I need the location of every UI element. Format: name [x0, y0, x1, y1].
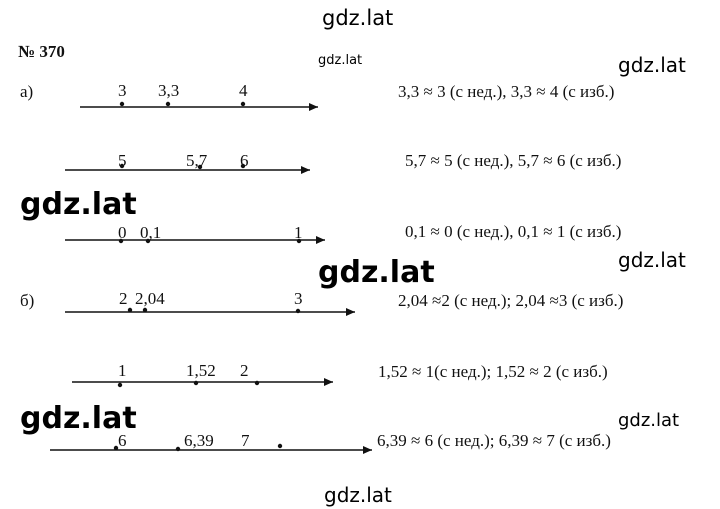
- point: [119, 163, 125, 169]
- rounding-text: 0,1 ≈ 0 (с нед.), 0,1 ≈ 1 (с изб.): [405, 222, 621, 241]
- point: [142, 307, 148, 313]
- tick-label: 5: [118, 151, 127, 170]
- tick-label: 3: [294, 289, 303, 308]
- watermark: gdz.lat: [618, 53, 686, 77]
- rounding-text: 6,39 ≈ 6 (с нед.); 6,39 ≈ 7 (с изб.): [377, 431, 611, 450]
- point: [295, 308, 301, 314]
- watermark: gdz.lat: [618, 248, 686, 272]
- arrow-head: [309, 103, 318, 111]
- point: [296, 238, 302, 244]
- point: [145, 238, 151, 244]
- point: [118, 238, 124, 244]
- tick-label: 1,52: [186, 361, 216, 380]
- watermark: gdz.lat: [322, 6, 393, 30]
- tick-label: 5,7: [186, 151, 208, 170]
- part-label: а): [20, 82, 33, 101]
- rounding-text: 5,7 ≈ 5 (с нед.), 5,7 ≈ 6 (с изб.): [405, 151, 621, 170]
- tick-label: 7: [241, 431, 250, 450]
- tick-label: 3: [118, 81, 127, 100]
- tick-label: 1: [118, 361, 127, 380]
- tick-label: 4: [239, 81, 248, 100]
- watermark: gdz.lat: [20, 401, 137, 436]
- point: [193, 380, 199, 386]
- point: [117, 382, 123, 388]
- tick-label: 3,3: [158, 81, 179, 100]
- tick-label: 2: [240, 361, 249, 380]
- point: [240, 163, 246, 169]
- point: [113, 445, 119, 451]
- watermark: gdz.lat: [324, 483, 392, 507]
- arrow-head: [301, 166, 310, 174]
- arrow-head: [363, 446, 372, 454]
- point: [127, 307, 133, 313]
- tick-label: 6: [118, 431, 127, 450]
- arrow-head: [316, 236, 325, 244]
- point: [277, 443, 283, 449]
- tick-label: 2,04: [135, 289, 165, 308]
- point: [119, 101, 125, 107]
- arrow-head: [324, 378, 333, 386]
- watermark: gdz.lat: [20, 187, 137, 222]
- watermark: gdz.lat: [318, 255, 435, 290]
- point: [254, 380, 260, 386]
- arrow-head: [346, 308, 355, 316]
- tick-label: 0: [118, 223, 127, 242]
- point: [165, 101, 171, 107]
- tick-label: 2: [119, 289, 128, 308]
- tick-label: 6: [240, 151, 249, 170]
- task-number: № 370: [18, 42, 65, 61]
- tick-label: 0,1: [140, 223, 161, 242]
- watermark: gdz.lat: [318, 53, 362, 68]
- rounding-text: 1,52 ≈ 1(с нед.); 1,52 ≈ 2 (с изб.): [378, 362, 608, 381]
- point: [240, 101, 246, 107]
- part-label: б): [20, 291, 34, 310]
- tick-label: 1: [294, 223, 303, 242]
- rounding-text: 2,04 ≈2 (с нед.); 2,04 ≈3 (с изб.): [398, 291, 623, 310]
- rounding-text: 3,3 ≈ 3 (с нед.), 3,3 ≈ 4 (с изб.): [398, 82, 614, 101]
- tick-label: 6,39: [184, 431, 214, 450]
- point: [175, 446, 181, 452]
- watermark: gdz.lat: [618, 410, 679, 431]
- point: [197, 164, 203, 170]
